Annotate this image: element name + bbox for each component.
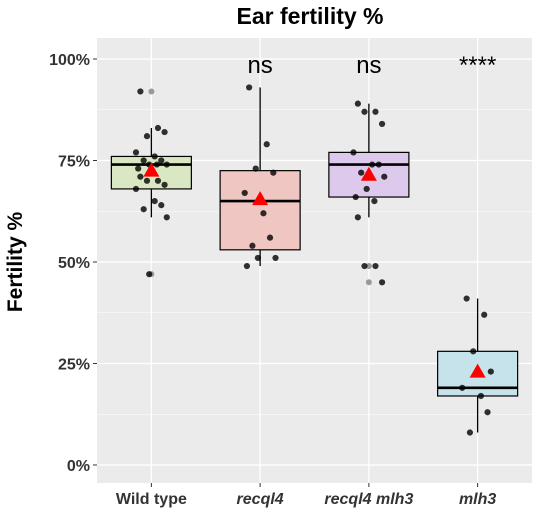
box-group xyxy=(110,88,192,278)
significance-label: ns xyxy=(247,52,272,79)
data-point xyxy=(163,161,170,168)
mean-marker xyxy=(469,363,486,378)
significance-label: ns xyxy=(356,52,381,79)
data-point xyxy=(151,198,158,205)
data-point xyxy=(487,368,494,375)
box-group xyxy=(219,84,301,270)
data-point xyxy=(254,254,262,262)
data-point xyxy=(266,234,274,241)
data-point xyxy=(140,206,147,213)
box-group xyxy=(437,295,519,436)
data-point xyxy=(350,149,357,156)
data-point xyxy=(161,128,168,136)
y-tick-label: 100% xyxy=(49,52,90,69)
boxes-layer xyxy=(110,84,519,436)
x-tick-label: recql4 xyxy=(237,491,284,508)
data-point xyxy=(372,108,379,115)
data-point xyxy=(137,173,144,180)
data-point xyxy=(361,108,368,115)
data-point xyxy=(246,84,253,91)
data-point xyxy=(249,242,256,249)
data-point xyxy=(154,177,162,184)
plot-panel xyxy=(97,38,532,483)
data-point xyxy=(354,100,361,107)
data-point xyxy=(151,153,158,160)
data-point xyxy=(241,189,248,197)
y-axis-label: Fertility % xyxy=(4,211,27,312)
data-point xyxy=(243,262,251,270)
x-tick-label: recql4 mlh3 xyxy=(324,491,413,508)
data-point xyxy=(272,254,279,262)
data-point xyxy=(143,177,151,184)
data-point xyxy=(140,157,147,164)
data-point xyxy=(459,384,466,391)
box-body xyxy=(219,170,301,251)
data-point xyxy=(371,198,378,205)
data-point xyxy=(252,165,259,172)
data-point xyxy=(477,392,485,400)
data-point xyxy=(146,271,153,278)
outlier-point xyxy=(365,279,372,286)
outlier-point xyxy=(148,88,155,95)
significance-label: **** xyxy=(459,52,496,79)
outlier-point xyxy=(365,263,372,270)
x-axis-ticks: Wild type recql4 recql4 mlh3 mlh3 xyxy=(116,483,496,508)
data-point xyxy=(158,157,165,164)
data-point xyxy=(484,409,491,416)
data-point xyxy=(163,214,170,221)
data-point xyxy=(378,279,386,286)
data-point xyxy=(153,161,160,168)
data-point xyxy=(375,161,382,168)
significance-labels: ns ns **** xyxy=(247,52,496,79)
y-tick-label: 0% xyxy=(67,458,90,475)
x-tick-label: mlh3 xyxy=(459,491,496,508)
mean-marker xyxy=(143,162,160,177)
data-point xyxy=(161,181,168,188)
data-point xyxy=(358,169,365,176)
data-point xyxy=(132,185,140,193)
data-point xyxy=(352,193,359,201)
data-point xyxy=(132,149,140,156)
data-point xyxy=(143,133,151,140)
mean-marker xyxy=(360,166,377,181)
x-tick-label: Wild type xyxy=(116,491,187,508)
data-point xyxy=(361,262,368,270)
data-point xyxy=(481,311,488,318)
data-point xyxy=(372,262,379,270)
chart-title: Ear fertility % xyxy=(237,3,384,29)
y-tick-label: 25% xyxy=(58,357,90,374)
y-axis-ticks: 0% 25% 50% 75% 100% xyxy=(49,52,97,475)
data-point xyxy=(158,202,165,209)
data-point xyxy=(466,429,474,436)
data-point xyxy=(378,120,386,128)
y-tick-label: 50% xyxy=(58,255,90,272)
data-point xyxy=(381,173,388,180)
data-point xyxy=(135,165,142,172)
mean-marker xyxy=(252,191,269,206)
data-point xyxy=(354,214,361,221)
data-point xyxy=(463,295,470,302)
data-point xyxy=(369,161,376,168)
data-point xyxy=(154,124,162,132)
data-point xyxy=(263,141,270,148)
y-tick-label: 75% xyxy=(58,154,90,171)
data-point xyxy=(137,88,144,95)
data-point xyxy=(260,210,267,217)
box-group xyxy=(328,100,410,286)
data-point xyxy=(270,169,277,176)
data-point xyxy=(470,348,477,355)
data-point xyxy=(363,185,370,193)
